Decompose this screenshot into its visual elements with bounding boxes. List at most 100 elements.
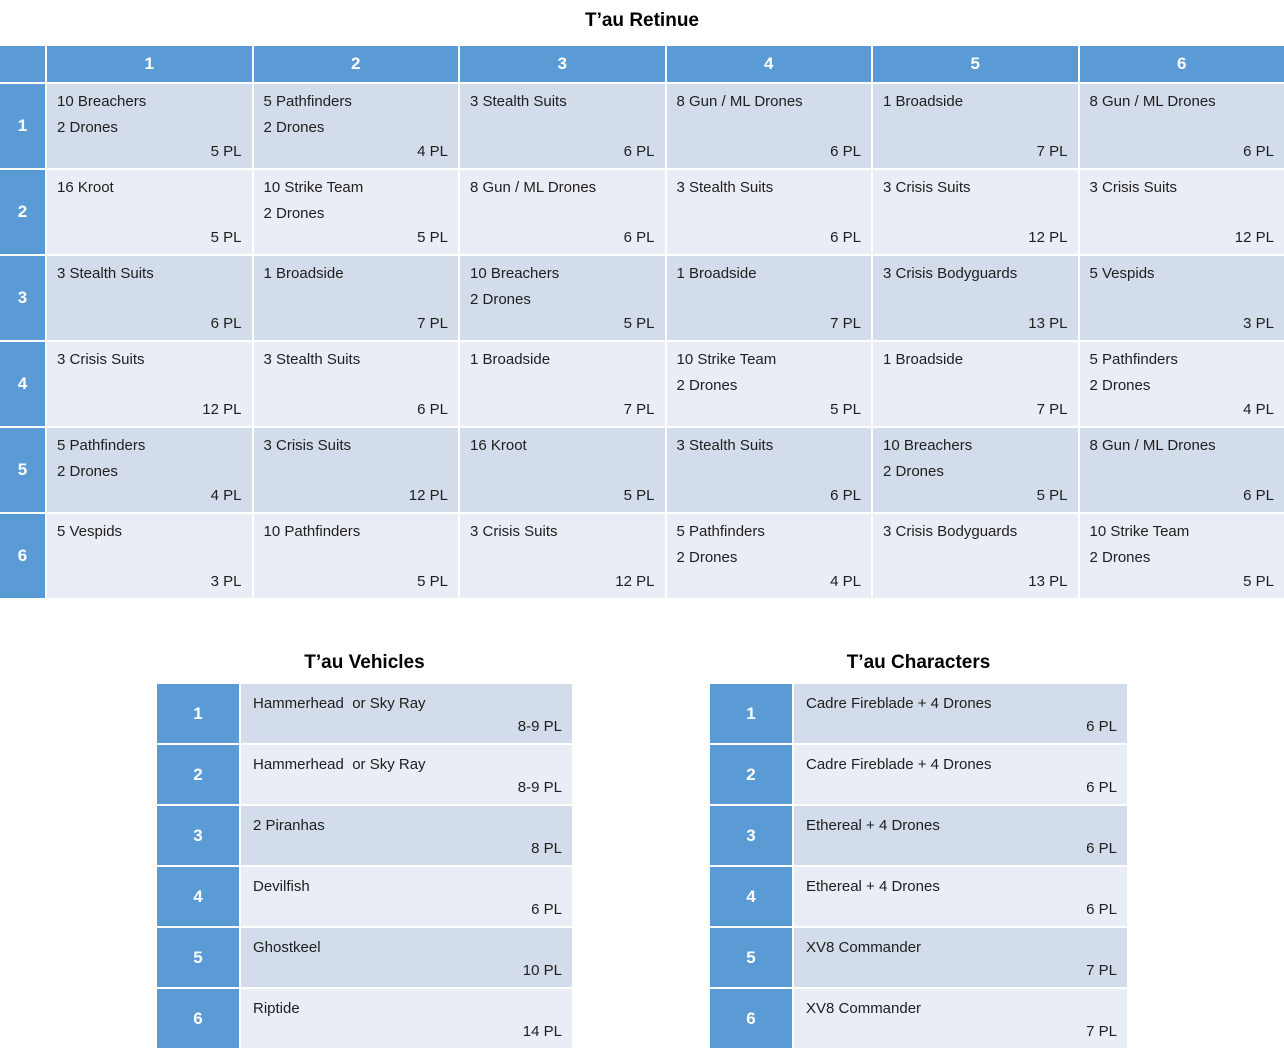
- retinue-cell-r6c4: 5 Pathfinders 2 Drones 4 PL: [666, 514, 871, 598]
- power-level-label: 5 PL: [210, 143, 242, 160]
- power-level-label: 6 PL: [623, 229, 655, 246]
- retinue-row-header-1: 1: [0, 84, 45, 168]
- unit-label: 5 Pathfinders 2 Drones: [1089, 351, 1178, 394]
- unit-label: Ghostkeel: [253, 939, 321, 956]
- unit-label: 8 Gun / ML Drones: [1089, 93, 1216, 110]
- vehicles-row-header-6: 6: [157, 989, 239, 1048]
- power-level-label: 6 PL: [1086, 779, 1117, 796]
- vehicles-row-header-5: 5: [157, 928, 239, 987]
- power-level-label: 14 PL: [522, 1023, 562, 1040]
- retinue-col-header-2: 2: [253, 46, 458, 82]
- power-level-label: 7 PL: [830, 315, 861, 332]
- unit-label: 10 Strike Team 2 Drones: [676, 351, 777, 394]
- power-level-label: 7 PL: [623, 401, 655, 418]
- power-level-label: 5 PL: [1243, 573, 1274, 590]
- power-level-label: 7 PL: [1086, 962, 1117, 979]
- unit-label: 1 Broadside: [470, 351, 551, 368]
- unit-label: Ethereal + 4 Drones: [806, 878, 940, 895]
- unit-label: 3 Crisis Suits: [1089, 179, 1178, 196]
- vehicles-row-header-2: 2: [157, 745, 239, 804]
- unit-label: 10 Strike Team 2 Drones: [1089, 523, 1190, 566]
- unit-label: 1 Broadside: [263, 265, 344, 282]
- unit-label: 10 Breachers 2 Drones: [470, 265, 560, 308]
- characters-row-header-5: 5: [710, 928, 792, 987]
- unit-label: 3 Crisis Suits: [57, 351, 145, 368]
- unit-label: 2 Piranhas: [253, 817, 325, 834]
- characters-cell-2: Cadre Fireblade + 4 Drones 6 PL: [794, 745, 1127, 804]
- retinue-cell-r6c3: 3 Crisis Suits 12 PL: [460, 514, 665, 598]
- characters-cell-1: Cadre Fireblade + 4 Drones 6 PL: [794, 684, 1127, 743]
- retinue-cell-r4c1: 3 Crisis Suits 12 PL: [47, 342, 252, 426]
- retinue-cell-r3c3: 10 Breachers 2 Drones 5 PL: [460, 256, 665, 340]
- unit-label: 8 Gun / ML Drones: [470, 179, 597, 196]
- power-level-label: 6 PL: [210, 315, 242, 332]
- power-level-label: 12 PL: [615, 573, 655, 590]
- characters-cell-3: Ethereal + 4 Drones 6 PL: [794, 806, 1127, 865]
- power-level-label: 7 PL: [1036, 143, 1068, 160]
- power-level-label: 4 PL: [1243, 401, 1274, 418]
- power-level-label: 8-9 PL: [517, 779, 562, 796]
- unit-label: Hammerhead or Sky Ray: [253, 695, 426, 712]
- retinue-cell-r6c6: 10 Strike Team 2 Drones 5 PL: [1079, 514, 1284, 598]
- retinue-cell-r6c2: 10 Pathfinders 5 PL: [253, 514, 458, 598]
- retinue-row-header-6: 6: [0, 514, 45, 598]
- retinue-cell-r1c5: 1 Broadside 7 PL: [873, 84, 1078, 168]
- power-level-label: 6 PL: [1243, 487, 1274, 504]
- retinue-cell-r5c6: 8 Gun / ML Drones 6 PL: [1079, 428, 1284, 512]
- characters-cell-5: XV8 Commander 7 PL: [794, 928, 1127, 987]
- unit-label: 10 Breachers 2 Drones: [57, 93, 147, 136]
- retinue-row-header-4: 4: [0, 342, 45, 426]
- power-level-label: 5 PL: [623, 487, 655, 504]
- power-level-label: 7 PL: [417, 315, 448, 332]
- unit-label: 3 Crisis Bodyguards: [883, 265, 1018, 282]
- vehicles-row-header-4: 4: [157, 867, 239, 926]
- unit-label: 3 Crisis Suits: [263, 437, 352, 454]
- characters-row-header-6: 6: [710, 989, 792, 1048]
- power-level-label: 5 PL: [830, 401, 861, 418]
- power-level-label: 6 PL: [1086, 718, 1117, 735]
- power-level-label: 3 PL: [210, 573, 242, 590]
- power-level-label: 7 PL: [1086, 1023, 1117, 1040]
- retinue-cell-r1c2: 5 Pathfinders 2 Drones 4 PL: [253, 84, 458, 168]
- retinue-cell-r5c2: 3 Crisis Suits 12 PL: [253, 428, 458, 512]
- retinue-cell-r5c5: 10 Breachers 2 Drones 5 PL: [873, 428, 1078, 512]
- unit-label: 3 Stealth Suits: [676, 179, 774, 196]
- retinue-cell-r4c4: 10 Strike Team 2 Drones 5 PL: [666, 342, 871, 426]
- power-level-label: 3 PL: [1243, 315, 1274, 332]
- unit-label: 16 Kroot: [470, 437, 527, 454]
- unit-label: 8 Gun / ML Drones: [676, 93, 803, 110]
- vehicles-cell-3: 2 Piranhas 8 PL: [241, 806, 572, 865]
- characters-title: T’au Characters: [846, 652, 991, 673]
- retinue-title: T’au Retinue: [584, 10, 699, 31]
- unit-label: 3 Stealth Suits: [470, 93, 567, 110]
- vehicles-cell-6: Riptide 14 PL: [241, 989, 572, 1048]
- retinue-table: 1 2 3 4 5 6 1 10 Breachers 2 Drones 5 PL…: [0, 46, 1284, 598]
- characters-row-header-1: 1: [710, 684, 792, 743]
- unit-label: 5 Vespids: [1089, 265, 1155, 282]
- unit-label: Cadre Fireblade + 4 Drones: [806, 756, 992, 773]
- unit-label: XV8 Commander: [806, 1000, 922, 1017]
- retinue-cell-r4c6: 5 Pathfinders 2 Drones 4 PL: [1079, 342, 1284, 426]
- power-level-label: 6 PL: [531, 901, 562, 918]
- unit-label: 3 Crisis Suits: [883, 179, 971, 196]
- power-level-label: 12 PL: [408, 487, 448, 504]
- retinue-cell-r5c3: 16 Kroot 5 PL: [460, 428, 665, 512]
- retinue-cell-r2c2: 10 Strike Team 2 Drones 5 PL: [253, 170, 458, 254]
- characters-row-header-4: 4: [710, 867, 792, 926]
- retinue-row-header-5: 5: [0, 428, 45, 512]
- unit-label: 16 Kroot: [57, 179, 114, 196]
- unit-label: 10 Strike Team 2 Drones: [263, 179, 364, 222]
- characters-cell-4: Ethereal + 4 Drones 6 PL: [794, 867, 1127, 926]
- power-level-label: 5 PL: [417, 573, 448, 590]
- power-level-label: 12 PL: [202, 401, 242, 418]
- power-level-label: 5 PL: [210, 229, 242, 246]
- unit-label: 3 Crisis Suits: [470, 523, 558, 540]
- retinue-cell-r2c6: 3 Crisis Suits 12 PL: [1079, 170, 1284, 254]
- retinue-cell-r3c4: 1 Broadside 7 PL: [666, 256, 871, 340]
- characters-row-header-3: 3: [710, 806, 792, 865]
- retinue-cell-r6c5: 3 Crisis Bodyguards 13 PL: [873, 514, 1078, 598]
- retinue-cell-r5c4: 3 Stealth Suits 6 PL: [666, 428, 871, 512]
- unit-label: Ethereal + 4 Drones: [806, 817, 940, 834]
- vehicles-table: 1 Hammerhead or Sky Ray 8-9 PL 2 Hammerh…: [157, 684, 572, 1048]
- power-level-label: 6 PL: [830, 143, 861, 160]
